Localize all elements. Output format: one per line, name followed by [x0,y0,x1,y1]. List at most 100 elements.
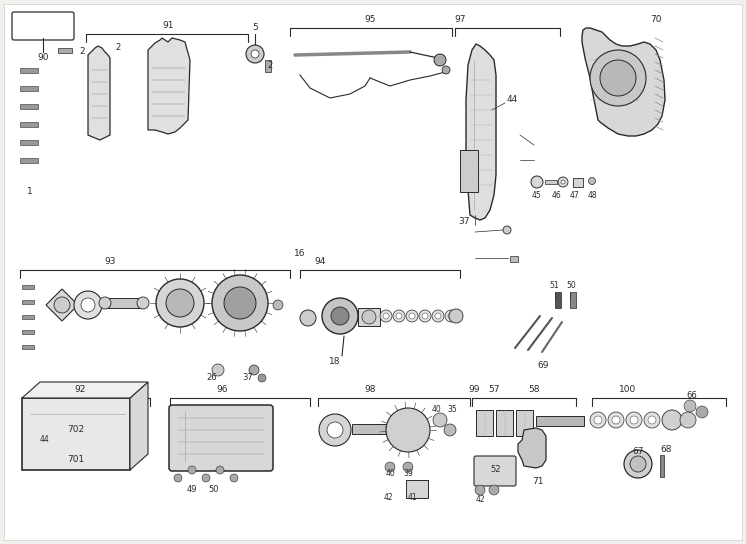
Text: 42: 42 [383,493,393,503]
Text: 1: 1 [27,188,33,196]
Circle shape [449,309,463,323]
Text: 2: 2 [116,42,121,52]
Bar [536,416,584,426]
Circle shape [216,466,224,474]
Circle shape [644,412,660,428]
Circle shape [202,474,210,482]
Text: 39: 39 [403,469,413,479]
Circle shape [331,307,349,325]
Circle shape [444,424,456,436]
Text: 69: 69 [537,362,549,370]
Bar [352,424,386,434]
Text: 95: 95 [364,15,376,24]
Bar [570,292,576,308]
Text: 98: 98 [364,386,376,394]
Bar [20,104,38,109]
Circle shape [419,310,431,322]
Text: 5: 5 [252,23,258,33]
Circle shape [409,313,415,319]
Bar [20,158,38,163]
Bar [460,150,478,192]
Bar [573,178,583,187]
Text: 37: 37 [458,218,470,226]
Text: 701: 701 [67,455,84,465]
Text: 50: 50 [209,485,219,494]
Text: 97: 97 [454,15,466,24]
Circle shape [561,180,565,184]
Bar [510,256,518,262]
Circle shape [99,297,111,309]
Text: 26: 26 [207,374,217,382]
Circle shape [322,298,358,334]
Bar [545,180,557,184]
Text: 40: 40 [431,405,441,415]
Bar [20,86,38,91]
Text: 93: 93 [104,257,116,267]
Bar [22,300,34,304]
FancyBboxPatch shape [169,405,273,471]
Text: 49: 49 [186,485,197,494]
Circle shape [50,445,60,455]
Circle shape [448,313,454,319]
Text: 96: 96 [216,386,228,394]
Polygon shape [46,289,78,321]
Bar [65,408,72,424]
Bar [265,60,271,72]
Polygon shape [148,38,190,134]
Circle shape [432,310,444,322]
Circle shape [445,310,457,322]
Circle shape [251,50,259,58]
Bar [660,455,664,477]
Circle shape [624,450,652,478]
Polygon shape [582,28,665,136]
Text: 37: 37 [242,374,254,382]
Circle shape [386,408,430,452]
Circle shape [589,177,595,184]
Circle shape [246,45,264,63]
Text: 100: 100 [619,386,636,394]
Circle shape [174,474,182,482]
Bar [516,410,533,436]
Circle shape [380,310,392,322]
Circle shape [396,313,402,319]
Text: 47: 47 [570,191,580,201]
Bar [22,285,34,289]
Text: 52: 52 [491,466,501,474]
Text: 66: 66 [686,392,698,400]
Text: 70: 70 [651,15,662,24]
Polygon shape [88,46,110,140]
Circle shape [300,310,316,326]
Text: 45: 45 [532,191,542,201]
Circle shape [600,60,636,96]
Circle shape [319,414,351,446]
Circle shape [433,413,447,427]
Circle shape [626,412,642,428]
Bar [105,298,143,308]
Circle shape [156,279,204,327]
Bar [496,410,513,436]
Circle shape [406,310,418,322]
Text: 2: 2 [79,46,85,55]
Circle shape [684,400,696,412]
Circle shape [383,313,389,319]
Circle shape [258,374,266,382]
Circle shape [327,422,343,438]
Circle shape [590,50,646,106]
Circle shape [435,313,441,319]
Text: 41: 41 [407,493,417,503]
Bar [20,140,38,145]
Circle shape [212,275,268,331]
Circle shape [385,462,395,472]
Text: 58: 58 [528,386,540,394]
FancyBboxPatch shape [474,456,516,486]
Text: 48: 48 [587,191,597,201]
Circle shape [590,412,606,428]
Circle shape [403,462,413,472]
Bar [406,480,428,498]
Bar [20,122,38,127]
Circle shape [475,485,485,495]
Circle shape [558,177,568,187]
Circle shape [612,416,620,424]
Text: 40: 40 [385,469,395,479]
Text: 18: 18 [329,357,341,367]
